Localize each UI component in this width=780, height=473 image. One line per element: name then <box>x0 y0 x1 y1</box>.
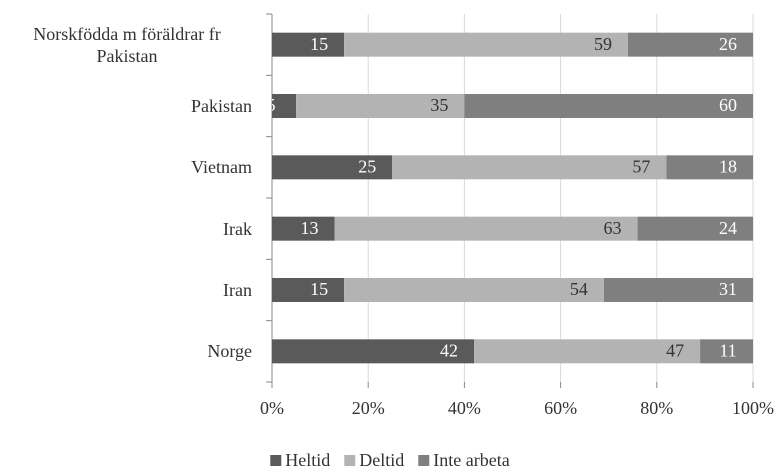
bar-segment <box>627 32 753 57</box>
y-tick-label: Iran <box>223 280 252 300</box>
data-label: 15 <box>310 34 328 54</box>
data-label: 24 <box>719 218 737 238</box>
bar-segment <box>464 94 753 118</box>
legend-label: Heltid <box>285 450 330 470</box>
bar-segment <box>666 155 753 180</box>
data-label: 42 <box>440 340 458 360</box>
y-tick-label: Norskfödda m föräldrar fr Pakistan <box>33 23 221 66</box>
x-tick-label: 60% <box>544 398 577 418</box>
bar-segment <box>637 216 753 241</box>
bars: 15 59 26 5 35 60 25 57 18 13 63 24 15 54 31 42 47 11 <box>267 32 753 364</box>
bar-segment <box>603 278 753 302</box>
data-label: 11 <box>719 340 736 360</box>
y-tick-label: Pakistan <box>191 96 252 116</box>
data-label: 57 <box>632 156 650 176</box>
y-tick-label: Irak <box>223 218 252 239</box>
legend-swatch <box>270 455 282 466</box>
data-label: 13 <box>301 218 319 238</box>
bar-segment <box>272 94 297 118</box>
bar-segment <box>344 32 628 57</box>
data-label: 63 <box>604 218 622 238</box>
bar-segment <box>700 339 753 364</box>
data-label: 25 <box>358 156 376 176</box>
y-tick-label: Vietnam <box>191 157 252 178</box>
bar-segment <box>272 216 335 241</box>
data-label: 54 <box>570 279 588 299</box>
x-tick-label: 40% <box>448 398 481 418</box>
x-tick-label: 20% <box>352 398 385 418</box>
data-label: 47 <box>666 340 684 360</box>
bar-segment <box>344 278 604 302</box>
bar-segment <box>392 155 667 180</box>
data-label: 60 <box>719 95 737 115</box>
data-label: 35 <box>430 95 448 115</box>
data-label: 15 <box>310 279 328 299</box>
bar-segment <box>474 339 701 364</box>
data-label: 31 <box>719 279 737 299</box>
x-tick-label: 100% <box>732 398 774 418</box>
data-label: 59 <box>594 34 612 54</box>
data-label: 18 <box>719 156 737 176</box>
data-label: 5 <box>267 95 276 115</box>
legend-label: Inte arbeta <box>433 450 509 470</box>
bar-segment <box>272 278 345 302</box>
legend-label: Deltid <box>359 450 404 470</box>
data-label: 26 <box>719 34 737 54</box>
bar-segment <box>272 155 393 180</box>
legend-swatch <box>344 455 356 466</box>
x-tick-label: 0% <box>260 398 284 418</box>
x-tick-label: 80% <box>640 398 673 418</box>
bar-segment <box>272 339 475 364</box>
legend-swatch <box>418 455 430 466</box>
y-tick-label: Norge <box>207 341 252 362</box>
bar-segment <box>334 216 638 241</box>
bar-segment <box>296 94 465 118</box>
bar-segment <box>272 32 345 57</box>
